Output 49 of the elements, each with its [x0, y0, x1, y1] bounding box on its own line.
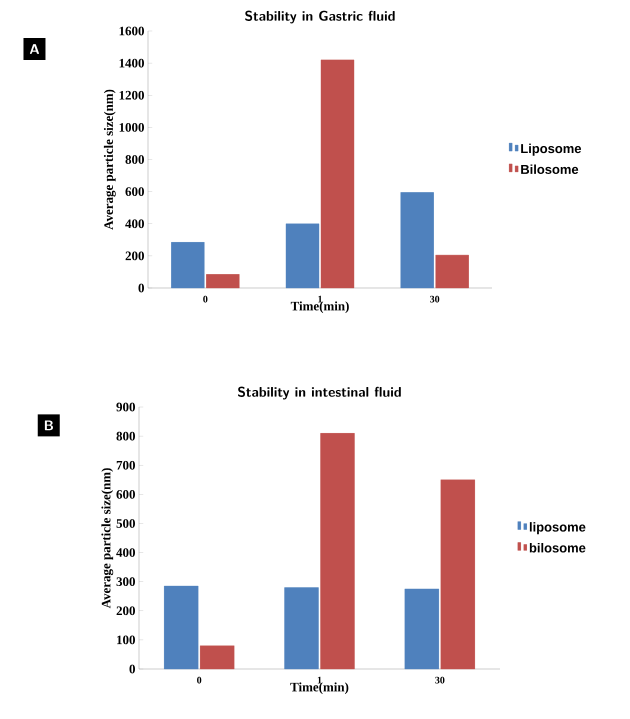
- y-tick-label: 1600: [120, 26, 144, 36]
- y-axis-title: Average particle size(nm): [104, 90, 116, 230]
- chart-title: Stability in intestinal fluid: [238, 386, 401, 400]
- bar: [284, 587, 319, 670]
- y-tick-label: 200: [126, 252, 144, 260]
- y-tick-label: 700: [116, 460, 135, 470]
- y-tick-label: 600: [116, 490, 135, 499]
- bar: [404, 588, 440, 670]
- y-tick-label: 0: [130, 664, 135, 674]
- y-tick-label: 100: [117, 636, 135, 644]
- text: A: [30, 44, 39, 54]
- y-tick-label: 500: [116, 519, 135, 528]
- legend-label: liposome: [530, 522, 586, 534]
- x-tick-label: 1: [318, 296, 322, 302]
- x-axis-title: Time(min): [290, 301, 349, 314]
- legend-label: Bilosome: [521, 164, 578, 174]
- bar: [320, 60, 354, 288]
- bar: [400, 192, 434, 288]
- y-tick-label: 400: [116, 548, 135, 557]
- y-axis-title: Average particle size(nm): [101, 468, 114, 608]
- y-tick-label: 1200: [120, 90, 144, 100]
- bar: [320, 433, 355, 670]
- bar: [440, 480, 476, 670]
- y-tick-label: 200: [116, 606, 135, 616]
- bar: [206, 274, 240, 288]
- x-axis-title: Time(min): [290, 682, 348, 694]
- bar: [200, 646, 234, 670]
- y-tick-label: 1000: [120, 123, 144, 132]
- chart-title: Stability in Gastric fluid: [245, 10, 395, 24]
- bar: [435, 254, 469, 288]
- legend-label: bilosome: [530, 542, 586, 553]
- y-tick-label: 800: [125, 155, 144, 164]
- y-tick-label: 1400: [120, 58, 144, 68]
- x-tick-label: 0: [203, 296, 208, 302]
- x-tick-label: 0: [197, 676, 202, 684]
- bar: [171, 242, 205, 288]
- y-tick-label: 800: [116, 432, 135, 440]
- x-tick-label: 30: [430, 296, 440, 302]
- y-tick-label: 600: [125, 187, 144, 196]
- y-tick-label: 400: [125, 219, 144, 228]
- y-tick-label: 0: [138, 284, 144, 292]
- bar: [164, 586, 198, 670]
- legend-label: Liposome: [521, 144, 582, 156]
- text: B: [44, 420, 53, 430]
- y-tick-label: 900: [116, 402, 135, 412]
- x-tick-label: 30: [435, 676, 444, 684]
- y-tick-label: 300: [116, 577, 135, 586]
- bar: [286, 224, 320, 288]
- x-tick-label: 1: [318, 676, 322, 684]
